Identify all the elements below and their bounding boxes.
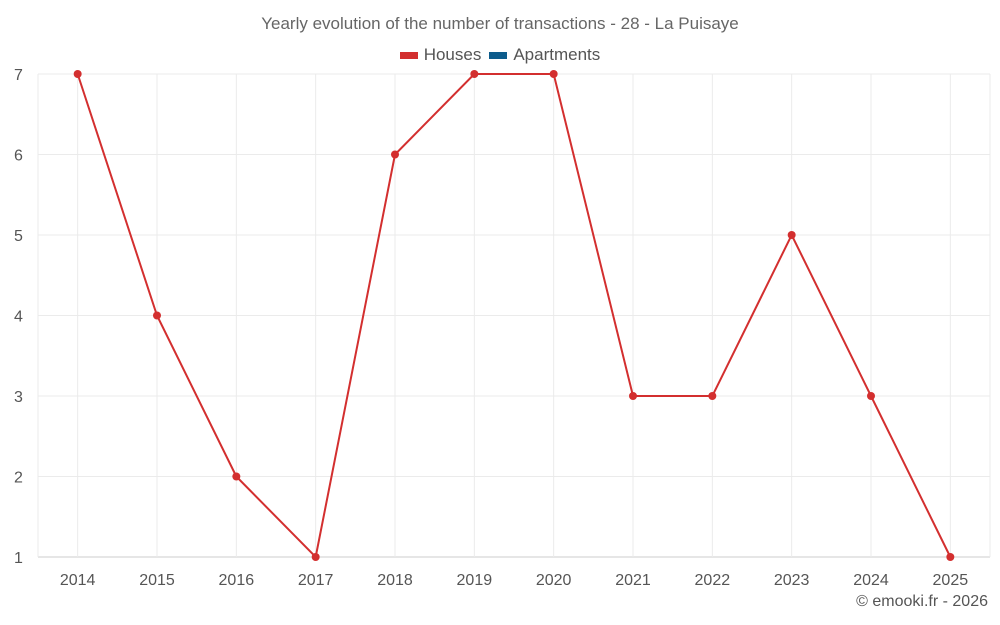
y-tick-label: 7: [14, 67, 23, 84]
y-tick-label: 3: [14, 389, 23, 406]
copyright-text: © emooki.fr - 2026: [856, 593, 988, 610]
x-tick-label: 2019: [457, 572, 493, 589]
series-line-houses: [76, 73, 952, 560]
x-tick-label: 2025: [933, 572, 969, 589]
x-tick-label: 2022: [695, 572, 731, 589]
x-tick-label: 2020: [536, 572, 572, 589]
x-tick-label: 2017: [298, 572, 334, 589]
legend: Houses Apartments: [0, 45, 1000, 65]
data-point: [946, 553, 955, 561]
legend-item-houses[interactable]: Houses: [399, 45, 482, 65]
data-point: [391, 150, 399, 159]
data-point: [549, 70, 558, 78]
data-point: [311, 553, 320, 561]
data-point: [708, 392, 717, 400]
data-point: [629, 392, 637, 400]
data-point: [787, 231, 796, 239]
y-tick-label: 6: [14, 148, 23, 165]
y-tick-label: 4: [14, 309, 23, 326]
data-point: [153, 311, 161, 320]
data-point: [867, 392, 875, 400]
chart-title: Yearly evolution of the number of transa…: [261, 14, 739, 33]
x-tick-label: 2021: [615, 572, 651, 589]
x-tick-label: 2015: [139, 572, 175, 589]
x-tick-label: 2023: [774, 572, 810, 589]
legend-label-houses: Houses: [423, 45, 482, 64]
data-point: [470, 70, 479, 78]
legend-swatch-houses: [399, 51, 418, 59]
data-point: [232, 472, 241, 481]
y-tick-label: 2: [14, 470, 23, 487]
legend-swatch-apartments: [489, 51, 508, 59]
x-tick-label: 2018: [377, 572, 413, 589]
data-point: [73, 70, 82, 78]
legend-item-apartments[interactable]: Apartments: [489, 45, 600, 65]
x-tick-label: 2024: [853, 572, 889, 589]
y-tick-label: 1: [14, 550, 23, 567]
y-tick-label: 5: [14, 228, 23, 245]
x-tick-label: 2014: [60, 572, 96, 589]
legend-label-apartments: Apartments: [513, 45, 601, 64]
x-tick-label: 2016: [219, 572, 255, 589]
